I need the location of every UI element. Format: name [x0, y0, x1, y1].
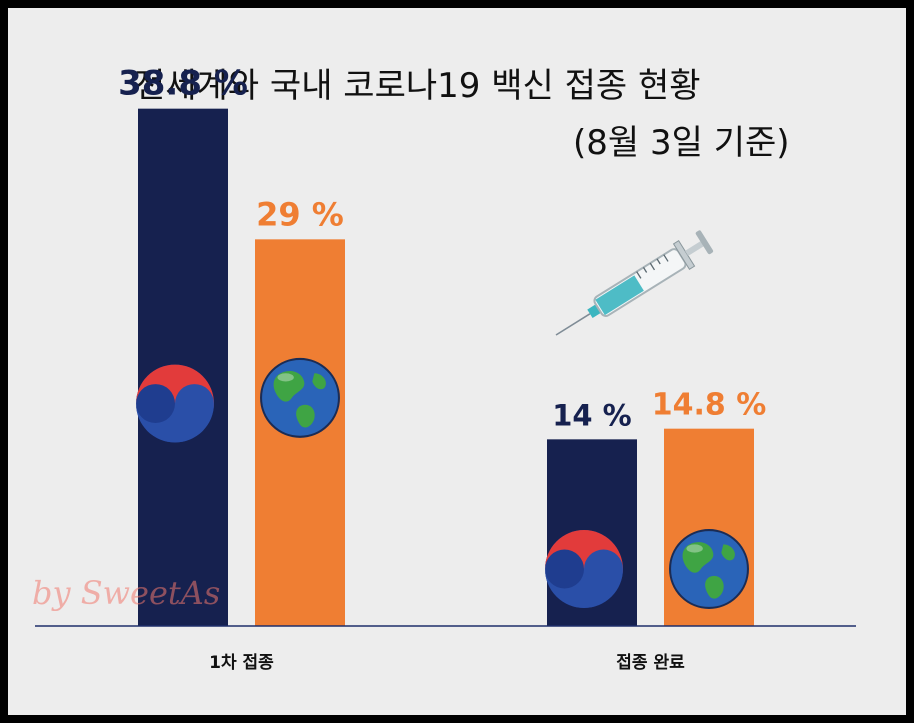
earth-globe-icon: [260, 357, 340, 438]
value-label-world-1: 29 %: [256, 195, 344, 233]
earth-globe-icon: [669, 529, 749, 609]
value-labels-layer: 38.8 % 29 % 14 % 14.8 %: [118, 64, 766, 433]
category-label-1: 1차 접종: [209, 653, 274, 673]
chart-title: 전세계와 국내 코로나19 백신 접종 현황: [134, 66, 701, 106]
category-label-2: 접종 완료: [616, 653, 685, 673]
korea-taegeuk-icon: [545, 530, 623, 608]
value-label-world-2: 14.8 %: [652, 388, 767, 423]
value-label-korea-1: 38.8 %: [118, 64, 248, 104]
category-labels-layer: 1차 접종 접종 완료: [209, 653, 685, 673]
bar-chart: 38.8 % 29 % 14 % 14.8 % 1차 접종 접종 완료: [35, 64, 856, 673]
bars-layer: [138, 108, 754, 627]
syringe-icon: [555, 230, 714, 336]
korea-taegeuk-icon: [136, 364, 214, 443]
watermark: by SweetAs: [32, 574, 221, 612]
chart-frame: 전세계와 국내 코로나19 백신 접종 현황 (8월 3일 기준) 38.8 %…: [8, 8, 906, 715]
value-label-korea-2: 14 %: [552, 398, 632, 432]
chart-subtitle: (8월 3일 기준): [573, 123, 790, 163]
